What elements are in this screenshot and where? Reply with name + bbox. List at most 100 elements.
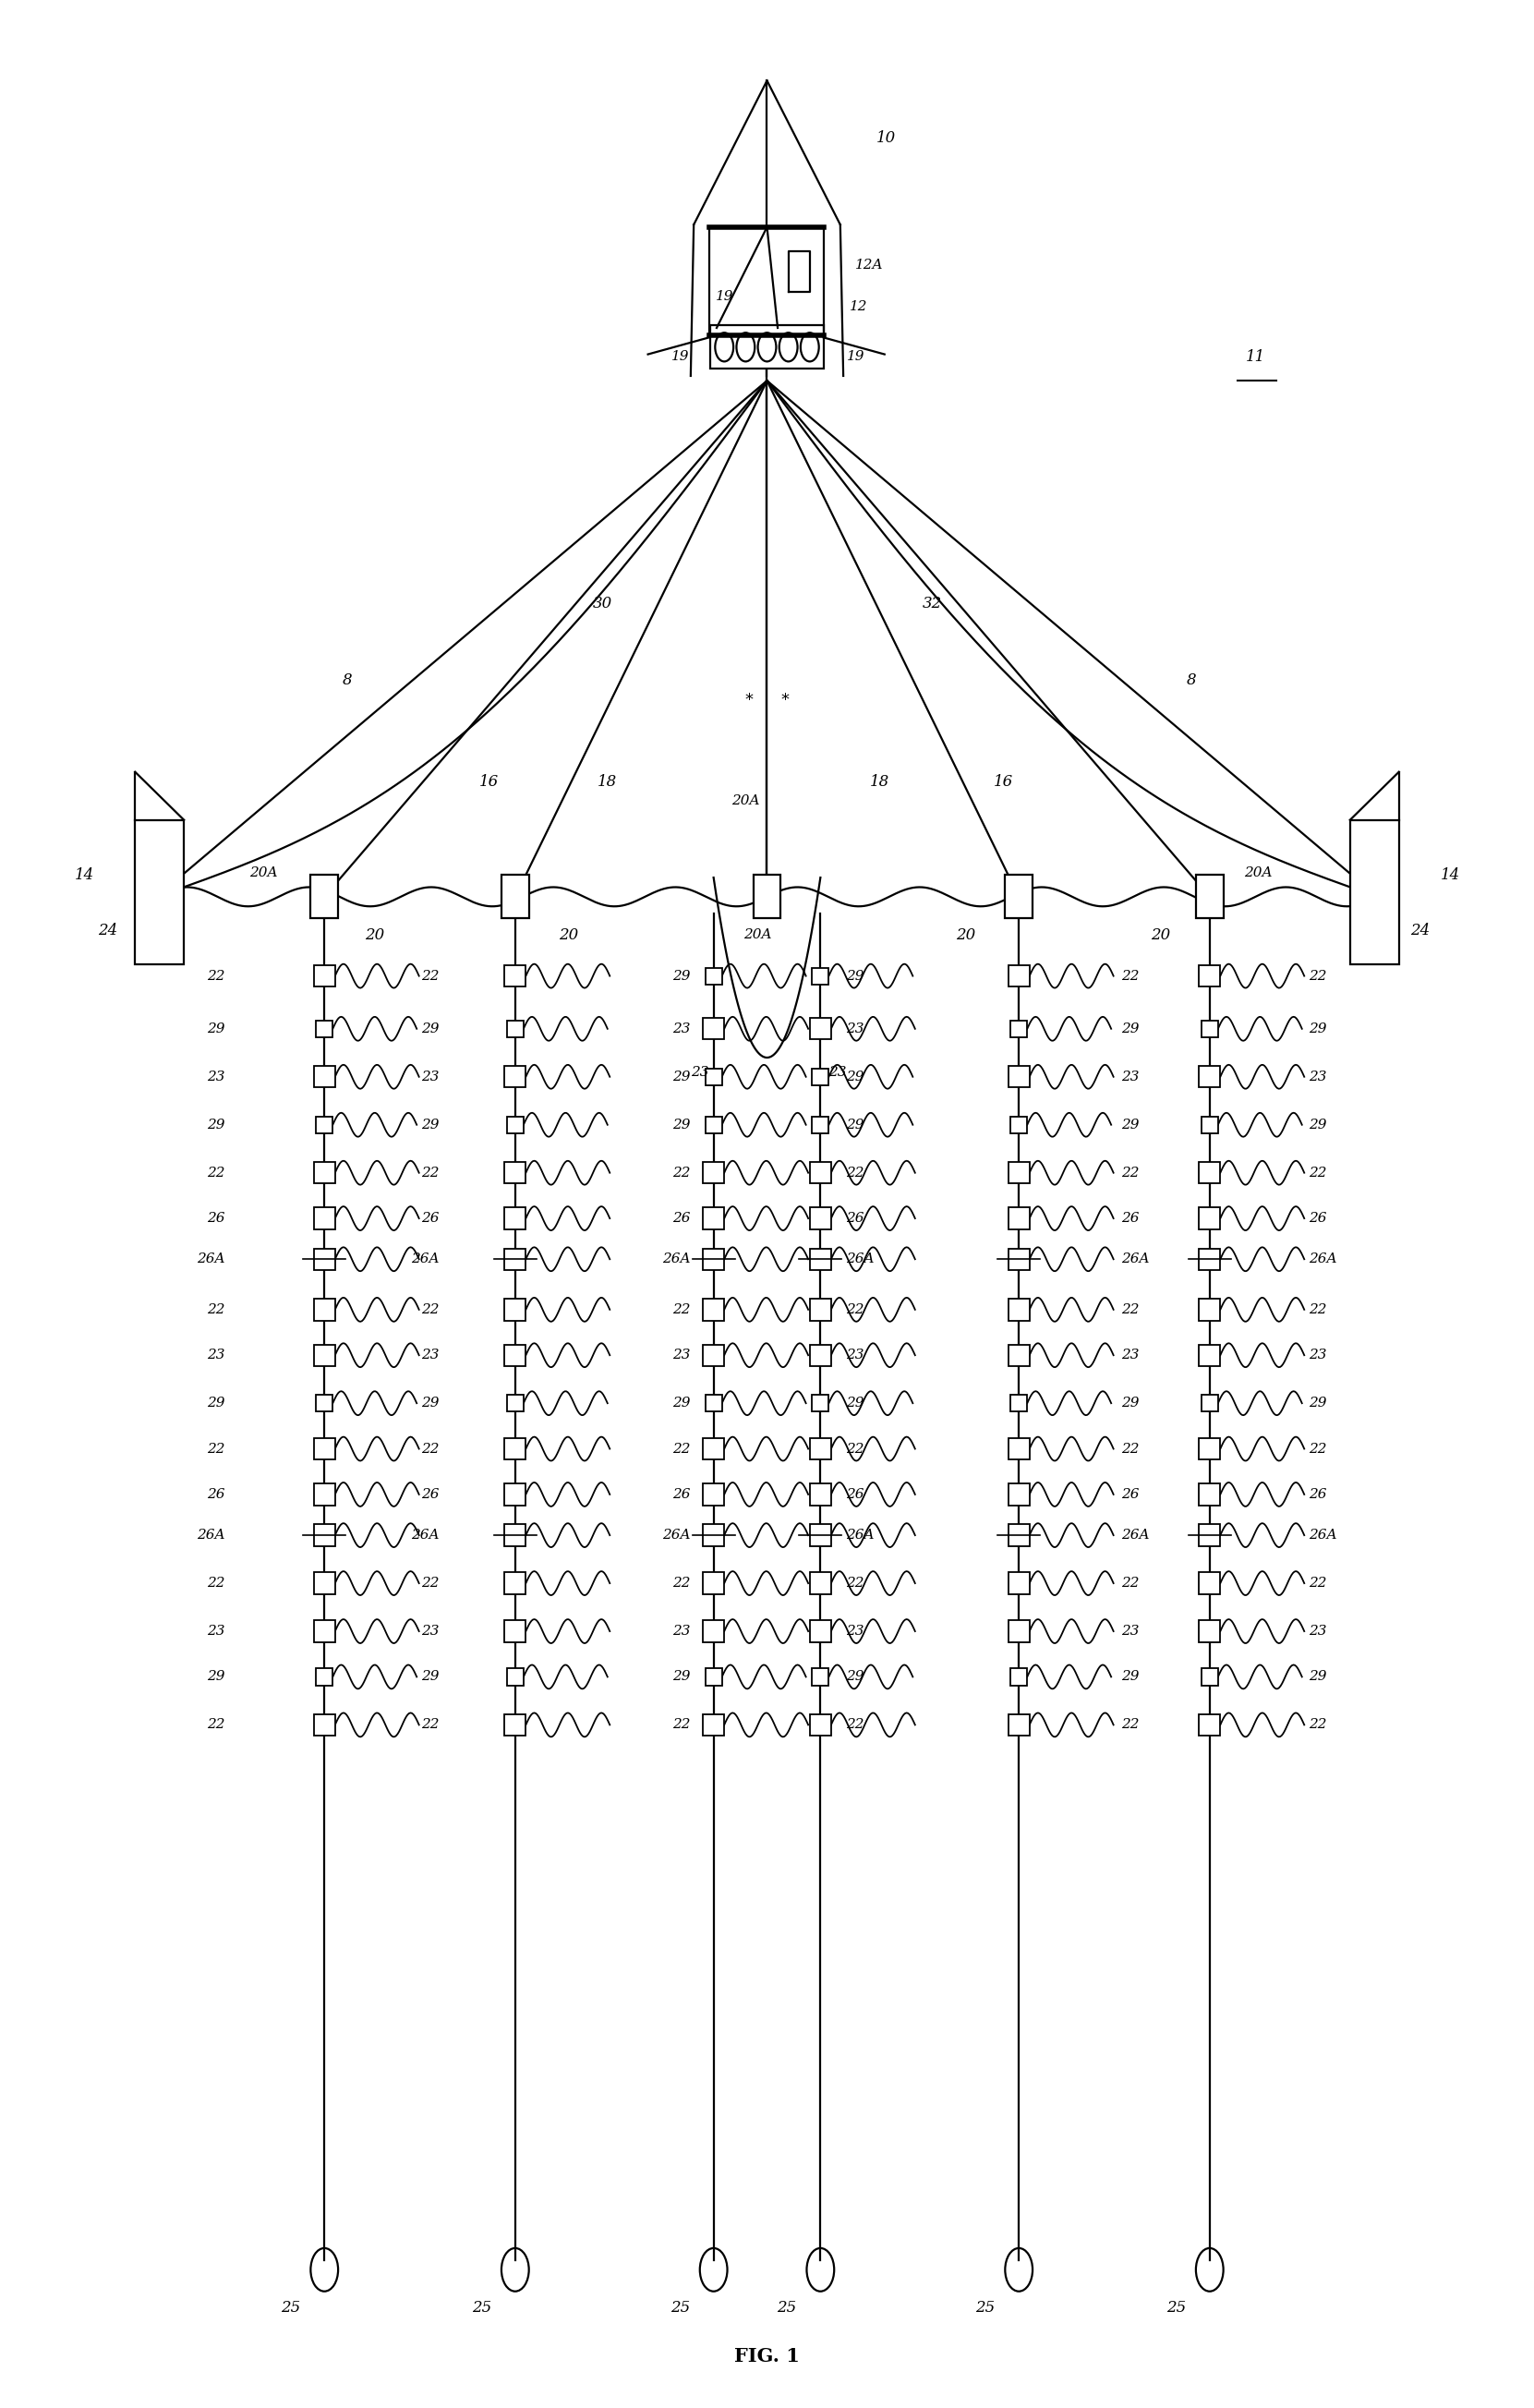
Text: 32: 32 (922, 597, 942, 612)
Text: 10: 10 (876, 130, 896, 147)
Bar (313, 1524, 334, 1546)
Bar (1200, 1344, 1221, 1365)
Bar (506, 1669, 523, 1686)
Text: 26A: 26A (663, 1252, 690, 1267)
Bar (505, 1621, 526, 1642)
Text: 29: 29 (420, 1671, 439, 1683)
Text: 22: 22 (673, 1719, 690, 1731)
Text: 29: 29 (1309, 1397, 1327, 1409)
Bar (505, 1483, 526, 1505)
Text: 25: 25 (281, 2300, 301, 2316)
Bar (1008, 1163, 1029, 1185)
Text: 11: 11 (1246, 349, 1266, 366)
Bar (313, 1714, 334, 1736)
Text: 26A: 26A (196, 1252, 225, 1267)
Text: 22: 22 (673, 1165, 690, 1180)
Text: 29: 29 (673, 1397, 690, 1409)
Text: 22: 22 (1121, 970, 1140, 982)
Bar (811, 968, 828, 985)
Text: 25: 25 (472, 2300, 491, 2316)
Text: 23: 23 (690, 1064, 709, 1079)
Text: 22: 22 (673, 1442, 690, 1454)
Bar (1011, 1394, 1028, 1411)
Bar (1005, 874, 1032, 917)
Text: 29: 29 (847, 1117, 864, 1132)
Text: 23: 23 (420, 1069, 439, 1084)
Text: 29: 29 (1121, 1671, 1140, 1683)
Bar (1008, 1438, 1029, 1459)
Text: 20A: 20A (744, 929, 772, 942)
Text: 29: 29 (1309, 1671, 1327, 1683)
Bar (1200, 1572, 1221, 1594)
Bar (703, 1714, 724, 1736)
Bar (703, 1572, 724, 1594)
Text: 22: 22 (847, 1719, 864, 1731)
Text: 20: 20 (365, 927, 385, 944)
Text: 24: 24 (1410, 922, 1430, 939)
Text: 26A: 26A (411, 1529, 439, 1541)
Text: 22: 22 (420, 1165, 439, 1180)
Text: 23: 23 (673, 1348, 690, 1361)
Text: 22: 22 (1309, 1719, 1327, 1731)
Text: 29: 29 (1121, 1023, 1140, 1035)
Text: 12A: 12A (854, 260, 884, 272)
Text: 26: 26 (420, 1488, 439, 1500)
Text: FIG. 1: FIG. 1 (735, 2348, 799, 2365)
Text: 23: 23 (1121, 1069, 1140, 1084)
Text: 23: 23 (207, 1069, 225, 1084)
Bar (1200, 1438, 1221, 1459)
Bar (810, 1714, 831, 1736)
Text: 29: 29 (673, 1117, 690, 1132)
Bar (1011, 1117, 1028, 1134)
Bar (810, 1163, 831, 1185)
Text: 19: 19 (670, 349, 689, 364)
Text: 26A: 26A (663, 1529, 690, 1541)
Bar (505, 1206, 526, 1228)
Text: 23: 23 (1309, 1625, 1327, 1637)
Bar (1201, 1394, 1218, 1411)
Text: 22: 22 (1121, 1719, 1140, 1731)
Bar (1201, 1117, 1218, 1134)
Bar (706, 968, 723, 985)
Text: 22: 22 (673, 1303, 690, 1317)
Text: 22: 22 (1309, 1303, 1327, 1317)
Bar (810, 1206, 831, 1228)
Text: 25: 25 (1166, 2300, 1186, 2316)
Text: 22: 22 (847, 1165, 864, 1180)
Text: 19: 19 (715, 291, 733, 303)
Text: 26: 26 (1309, 1211, 1327, 1226)
Bar (1200, 1524, 1221, 1546)
Bar (1008, 1298, 1029, 1320)
Text: 26: 26 (1121, 1488, 1140, 1500)
Text: 29: 29 (1121, 1397, 1140, 1409)
Bar (703, 1344, 724, 1365)
Text: 26: 26 (1121, 1211, 1140, 1226)
Bar (810, 1621, 831, 1642)
Text: 22: 22 (420, 1303, 439, 1317)
Text: *: * (781, 691, 790, 708)
Text: 23: 23 (1309, 1069, 1327, 1084)
Bar (505, 966, 526, 987)
Text: 14: 14 (1440, 867, 1460, 884)
Text: 20: 20 (956, 927, 976, 944)
Bar (505, 1163, 526, 1185)
Bar (710, 325, 824, 368)
Bar (811, 1669, 828, 1686)
Text: 22: 22 (207, 1577, 225, 1589)
Bar (505, 1344, 526, 1365)
Bar (502, 874, 529, 917)
Bar (1200, 966, 1221, 987)
Bar (706, 1394, 723, 1411)
Text: 26: 26 (207, 1211, 225, 1226)
Bar (313, 966, 334, 987)
Text: 23: 23 (847, 1023, 864, 1035)
Bar (1200, 1067, 1221, 1088)
Bar (810, 1298, 831, 1320)
Bar (506, 1117, 523, 1134)
Bar (1201, 1669, 1218, 1686)
Text: 22: 22 (1121, 1577, 1140, 1589)
Bar (313, 1483, 334, 1505)
Bar (703, 1483, 724, 1505)
Text: 16: 16 (994, 773, 1014, 790)
Bar (1197, 874, 1223, 917)
